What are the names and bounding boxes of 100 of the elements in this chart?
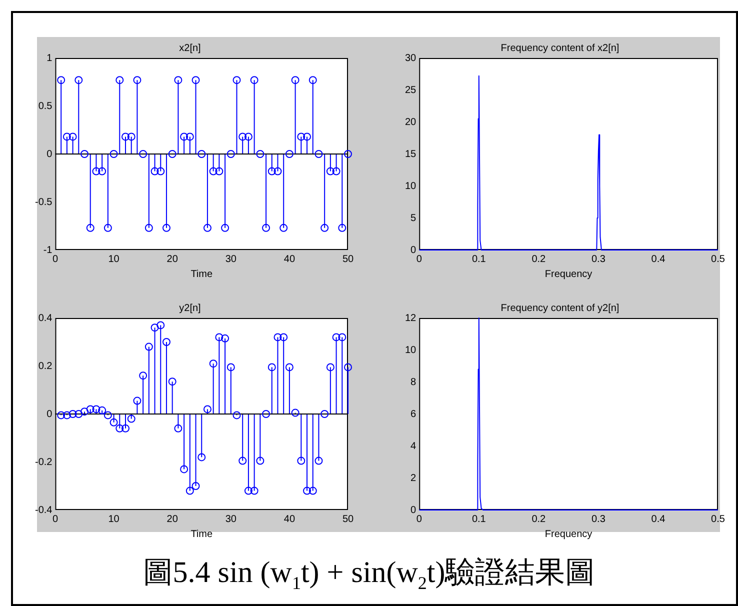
point bbox=[285, 363, 294, 372]
point bbox=[221, 334, 230, 342]
point bbox=[162, 338, 170, 346]
y-tick-label: -0.4 bbox=[34, 504, 53, 516]
point bbox=[150, 324, 159, 332]
point bbox=[280, 333, 288, 342]
x-tick-label: 0.3 bbox=[591, 514, 606, 525]
x-tick-label: 0.5 bbox=[711, 254, 726, 265]
point bbox=[314, 456, 323, 465]
y-tick-label: 0.5 bbox=[38, 100, 53, 112]
point bbox=[226, 150, 235, 158]
point bbox=[98, 167, 106, 176]
x-tick-label: 0.4 bbox=[651, 254, 666, 265]
point bbox=[192, 482, 200, 490]
x-tick-label: 50 bbox=[342, 254, 354, 265]
point bbox=[150, 167, 159, 176]
point bbox=[332, 333, 340, 342]
point bbox=[291, 76, 300, 84]
y-tick-label: 20 bbox=[405, 116, 417, 128]
point bbox=[92, 405, 100, 414]
point bbox=[332, 167, 340, 176]
point bbox=[291, 408, 300, 417]
point bbox=[192, 76, 200, 84]
point bbox=[268, 363, 276, 372]
point bbox=[198, 453, 206, 462]
x-tick-label: 20 bbox=[166, 514, 178, 525]
point bbox=[156, 321, 165, 330]
y-tick-label: 10 bbox=[405, 180, 417, 192]
point bbox=[314, 150, 323, 158]
point bbox=[174, 424, 182, 432]
point bbox=[250, 486, 258, 495]
x-tick-label: 30 bbox=[225, 254, 237, 265]
point bbox=[116, 424, 124, 432]
y-tick-label: 4 bbox=[410, 440, 417, 452]
chart-title: Frequency content of y2[n] bbox=[500, 302, 620, 314]
point bbox=[162, 224, 170, 232]
point bbox=[232, 76, 241, 84]
x-tick-label: 10 bbox=[108, 514, 120, 525]
y-tick-label: 15 bbox=[405, 148, 417, 160]
y-tick-label: 25 bbox=[405, 84, 417, 96]
point bbox=[338, 224, 346, 232]
y-tick-label: 0 bbox=[410, 244, 417, 256]
x-tick-label: 30 bbox=[225, 514, 237, 525]
x-tick-label: 0.5 bbox=[711, 514, 726, 525]
point bbox=[344, 363, 352, 372]
y-tick-label: -1 bbox=[43, 244, 53, 256]
point bbox=[326, 363, 334, 372]
chart-title: Frequency content of x2[n] bbox=[500, 42, 620, 54]
y-tick-label: -0.5 bbox=[34, 196, 53, 208]
x-axis-title: Frequency bbox=[544, 268, 592, 280]
point bbox=[116, 76, 124, 84]
point bbox=[262, 410, 270, 418]
y-tick-label: 0 bbox=[46, 408, 53, 420]
point bbox=[221, 224, 230, 232]
point bbox=[98, 406, 106, 414]
point bbox=[68, 410, 77, 418]
y-tick-label: 6 bbox=[410, 408, 417, 420]
point bbox=[144, 224, 153, 232]
point bbox=[244, 132, 252, 141]
point bbox=[104, 224, 112, 232]
point bbox=[203, 405, 212, 414]
point bbox=[320, 224, 329, 232]
point bbox=[168, 378, 176, 386]
point bbox=[156, 167, 165, 176]
point bbox=[86, 224, 94, 232]
point bbox=[80, 408, 89, 416]
point bbox=[68, 132, 77, 141]
point bbox=[209, 167, 218, 176]
x-tick-label: 0.2 bbox=[532, 514, 546, 525]
y-tick-label: 2 bbox=[410, 472, 417, 484]
point bbox=[104, 411, 112, 420]
point bbox=[215, 167, 224, 176]
x-tick-label: 20 bbox=[166, 254, 178, 265]
y-tick-label: 1 bbox=[46, 52, 53, 64]
point bbox=[262, 224, 270, 232]
x-tick-label: 40 bbox=[284, 254, 296, 265]
point bbox=[226, 363, 235, 372]
x-tick-label: 0.2 bbox=[532, 254, 546, 265]
point bbox=[121, 424, 130, 432]
y-tick-label: 8 bbox=[410, 376, 417, 388]
x-tick-label: 0.1 bbox=[472, 254, 486, 265]
point bbox=[168, 150, 176, 158]
point bbox=[274, 167, 282, 176]
point bbox=[285, 150, 294, 158]
x-axis-title: Time bbox=[190, 528, 213, 540]
x-axis-title: Time bbox=[190, 268, 213, 280]
point bbox=[203, 224, 212, 232]
point bbox=[256, 456, 264, 465]
point bbox=[62, 132, 71, 141]
x-tick-label: 40 bbox=[284, 514, 296, 525]
point bbox=[238, 456, 247, 465]
point bbox=[86, 405, 94, 414]
point bbox=[344, 150, 352, 158]
point bbox=[209, 360, 218, 368]
y-tick-label: -0.2 bbox=[34, 456, 53, 468]
point bbox=[139, 372, 148, 380]
point bbox=[62, 411, 71, 420]
point bbox=[144, 342, 153, 351]
point bbox=[198, 150, 206, 158]
point bbox=[127, 132, 136, 141]
